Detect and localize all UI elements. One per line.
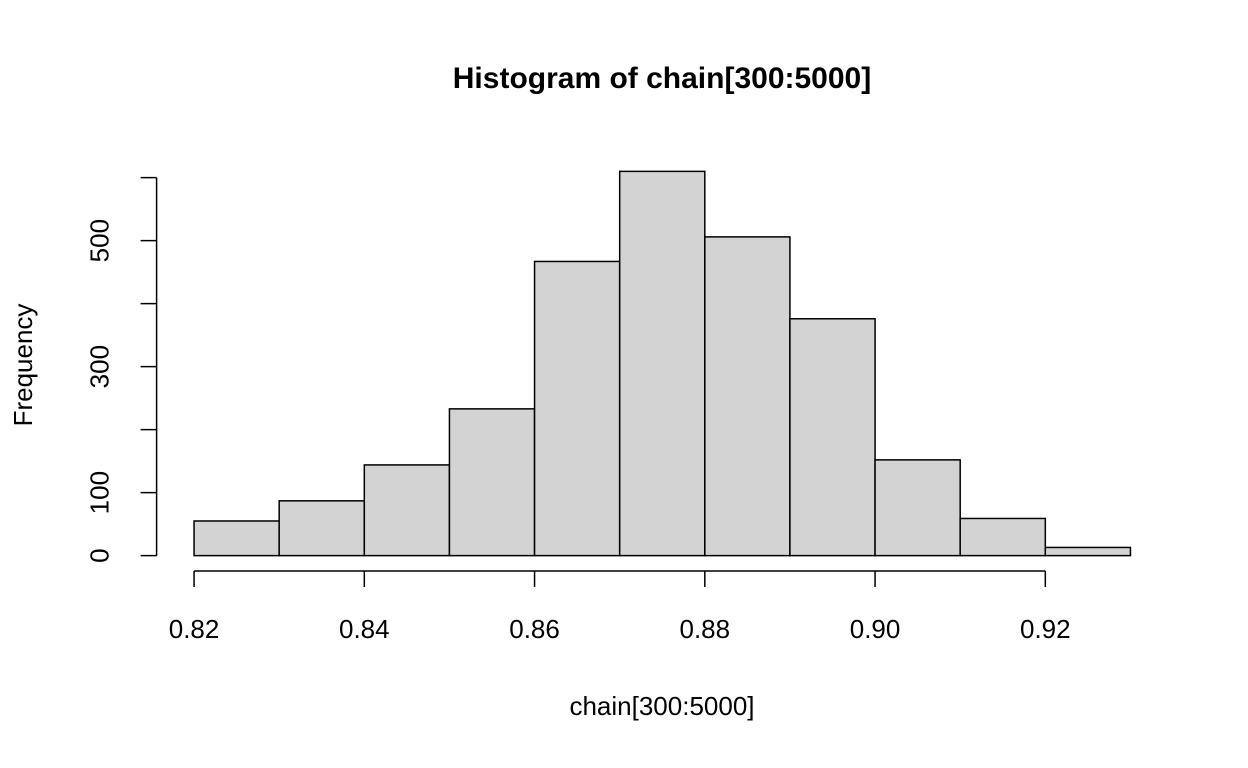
y-tick-label: 100 <box>84 471 114 514</box>
x-tick-label: 0.92 <box>1020 614 1071 644</box>
y-tick-label: 500 <box>84 219 114 262</box>
x-tick-label: 0.84 <box>339 614 390 644</box>
x-tick-label: 0.82 <box>169 614 220 644</box>
bar <box>533 260 621 557</box>
bar <box>363 464 451 557</box>
x-tick-label: 0.86 <box>509 614 560 644</box>
x-axis-label: chain[300:5000] <box>569 691 754 721</box>
bar <box>874 459 961 557</box>
bar <box>1044 546 1132 557</box>
x-tick-label: 0.90 <box>850 614 901 644</box>
bar <box>789 318 876 557</box>
bar <box>704 236 791 557</box>
y-axis-label: Frequency <box>8 304 38 427</box>
y-tick-label: 300 <box>84 345 114 388</box>
bar <box>618 170 706 557</box>
y-tick-label: 0 <box>84 548 114 562</box>
bar <box>278 500 366 557</box>
x-tick-label: 0.88 <box>680 614 731 644</box>
chart-title: Histogram of chain[300:5000] <box>453 62 871 95</box>
bar <box>448 408 536 557</box>
bar <box>959 517 1047 557</box>
bar <box>193 520 280 557</box>
